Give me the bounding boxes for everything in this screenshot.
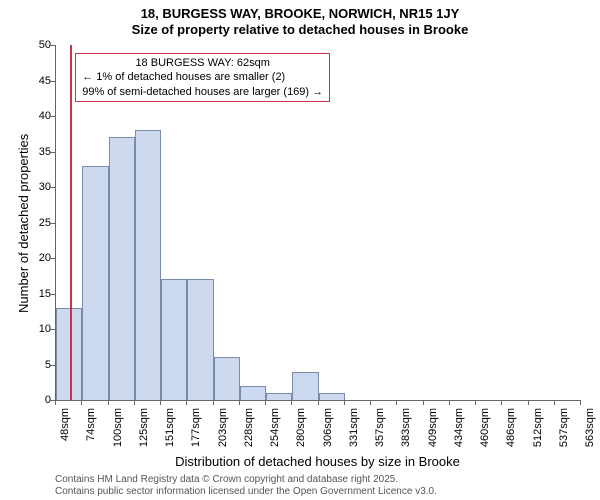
y-tick-mark <box>50 329 55 330</box>
annotation-line-2: ← 1% of detached houses are smaller (2) <box>82 70 323 84</box>
chart-subtitle: Size of property relative to detached ho… <box>0 22 600 37</box>
annotation-box: 18 BURGESS WAY: 62sqm ← 1% of detached h… <box>75 53 330 102</box>
x-tick-label: 383sqm <box>400 408 412 452</box>
x-tick-label: 357sqm <box>374 408 386 452</box>
x-tick-label: 48sqm <box>59 408 71 452</box>
histogram-bar <box>82 166 108 400</box>
y-tick-label: 0 <box>21 394 51 406</box>
footer-line-1: Contains HM Land Registry data © Crown c… <box>55 474 398 485</box>
x-tick-label: 434sqm <box>453 408 465 452</box>
x-tick-mark <box>370 400 371 405</box>
annotation-line-3: 99% of semi-detached houses are larger (… <box>82 85 323 99</box>
y-tick-label: 35 <box>21 146 51 158</box>
y-tick-mark <box>50 116 55 117</box>
x-tick-label: 125sqm <box>138 408 150 452</box>
x-tick-mark <box>318 400 319 405</box>
y-tick-mark <box>50 365 55 366</box>
x-tick-label: 486sqm <box>505 408 517 452</box>
x-tick-label: 100sqm <box>112 408 124 452</box>
y-tick-label: 30 <box>21 181 51 193</box>
histogram-bar <box>56 308 82 400</box>
x-tick-label: 203sqm <box>217 408 229 452</box>
y-tick-label: 10 <box>21 323 51 335</box>
histogram-bar <box>109 137 135 400</box>
y-tick-mark <box>50 258 55 259</box>
x-tick-mark <box>554 400 555 405</box>
histogram-bar <box>319 393 345 400</box>
histogram-bar <box>135 130 161 400</box>
x-tick-label: 512sqm <box>532 408 544 452</box>
x-tick-mark <box>475 400 476 405</box>
x-tick-mark <box>501 400 502 405</box>
y-tick-label: 5 <box>21 359 51 371</box>
x-tick-mark <box>396 400 397 405</box>
x-axis-label: Distribution of detached houses by size … <box>55 454 580 469</box>
histogram-bar <box>240 386 266 400</box>
x-tick-label: 306sqm <box>322 408 334 452</box>
x-tick-mark <box>528 400 529 405</box>
x-tick-label: 74sqm <box>85 408 97 452</box>
chart-container: 18, BURGESS WAY, BROOKE, NORWICH, NR15 1… <box>0 0 600 500</box>
x-tick-mark <box>186 400 187 405</box>
x-tick-mark <box>213 400 214 405</box>
x-tick-mark <box>449 400 450 405</box>
x-tick-mark <box>265 400 266 405</box>
y-tick-label: 15 <box>21 288 51 300</box>
x-tick-label: 409sqm <box>427 408 439 452</box>
x-tick-mark <box>423 400 424 405</box>
x-tick-label: 280sqm <box>295 408 307 452</box>
x-tick-mark <box>108 400 109 405</box>
x-tick-label: 177sqm <box>190 408 202 452</box>
x-tick-label: 460sqm <box>479 408 491 452</box>
y-tick-label: 50 <box>21 39 51 51</box>
x-tick-label: 563sqm <box>584 408 596 452</box>
x-tick-mark <box>134 400 135 405</box>
histogram-bar <box>214 357 240 400</box>
y-tick-mark <box>50 81 55 82</box>
x-tick-label: 537sqm <box>558 408 570 452</box>
x-tick-mark <box>160 400 161 405</box>
histogram-bar <box>266 393 292 400</box>
x-tick-label: 254sqm <box>269 408 281 452</box>
y-tick-mark <box>50 294 55 295</box>
y-tick-mark <box>50 187 55 188</box>
x-tick-mark <box>81 400 82 405</box>
chart-title: 18, BURGESS WAY, BROOKE, NORWICH, NR15 1… <box>0 6 600 21</box>
x-tick-mark <box>580 400 581 405</box>
histogram-bar <box>161 279 187 400</box>
x-tick-mark <box>344 400 345 405</box>
y-tick-label: 20 <box>21 252 51 264</box>
y-tick-label: 45 <box>21 75 51 87</box>
marker-line <box>70 45 72 400</box>
x-tick-label: 151sqm <box>164 408 176 452</box>
y-tick-label: 40 <box>21 110 51 122</box>
y-tick-mark <box>50 223 55 224</box>
x-tick-label: 331sqm <box>348 408 360 452</box>
x-tick-mark <box>55 400 56 405</box>
y-tick-label: 25 <box>21 217 51 229</box>
y-tick-mark <box>50 45 55 46</box>
x-tick-label: 228sqm <box>243 408 255 452</box>
x-tick-mark <box>291 400 292 405</box>
histogram-bar <box>187 279 213 400</box>
footer-line-2: Contains public sector information licen… <box>55 486 437 497</box>
x-tick-mark <box>239 400 240 405</box>
histogram-bar <box>292 372 318 400</box>
annotation-line-1: 18 BURGESS WAY: 62sqm <box>82 56 323 70</box>
y-tick-mark <box>50 152 55 153</box>
